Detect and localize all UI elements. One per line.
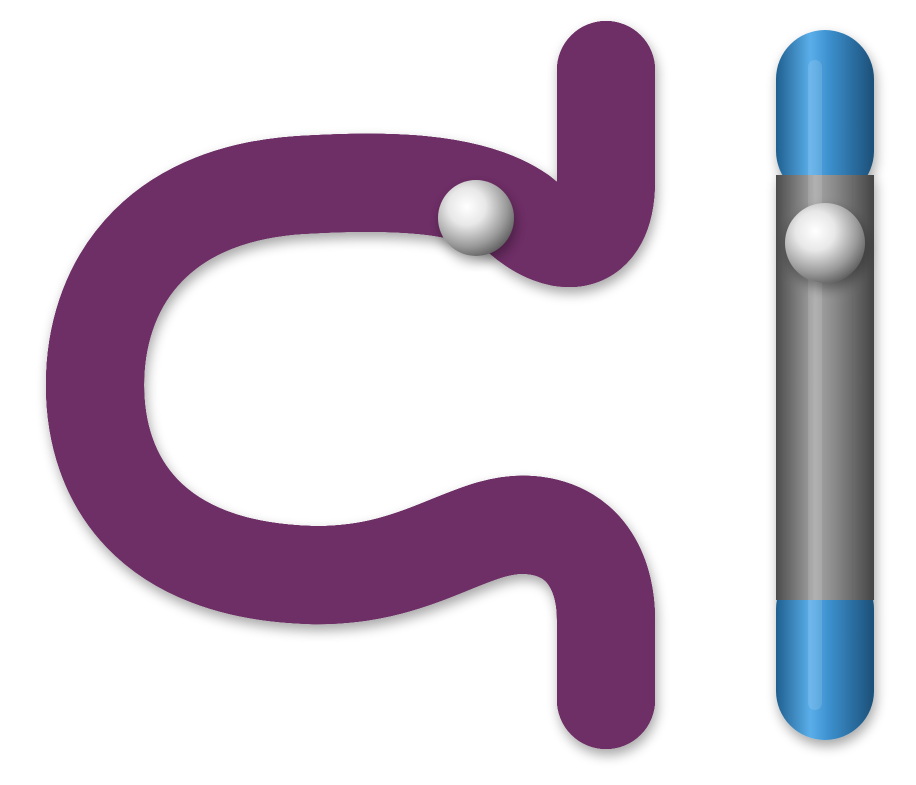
curved-magenta-tube-icon [46, 21, 655, 749]
silver-sphere-icon [785, 203, 865, 283]
silver-sphere-icon [438, 180, 514, 256]
straight-segmented-rod-icon [776, 30, 874, 740]
